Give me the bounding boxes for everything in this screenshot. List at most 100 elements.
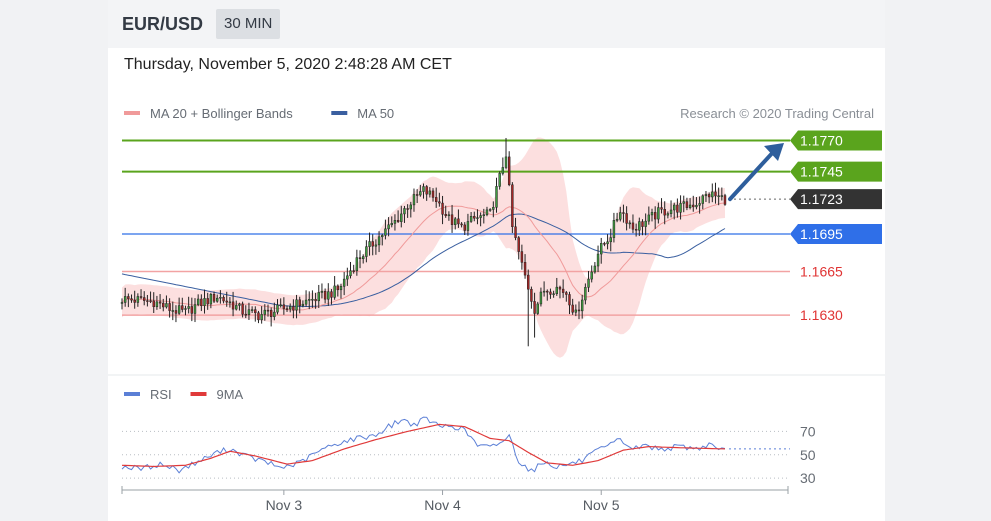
candle (266, 304, 270, 317)
candle (276, 299, 279, 315)
candle (200, 294, 203, 312)
candle (330, 289, 333, 305)
rsi-grid: 30 50 70 (122, 423, 816, 486)
research-credit: Research © 2020 Trading Central (680, 106, 874, 121)
candle (171, 301, 174, 321)
candle (339, 283, 343, 299)
candle (254, 306, 257, 322)
candle (628, 220, 631, 229)
candle (457, 209, 460, 228)
x-tick-label: Nov 5 (583, 497, 620, 513)
candle (323, 288, 327, 304)
candle (669, 200, 673, 218)
candle (184, 305, 187, 316)
candle (634, 223, 638, 237)
candle (238, 302, 241, 311)
bollinger-fill (122, 137, 725, 358)
candle (377, 231, 381, 253)
candle (552, 290, 555, 298)
candle (279, 298, 282, 308)
candle (533, 292, 536, 338)
interval-badge[interactable]: 30 MIN (216, 9, 281, 39)
candle (206, 292, 209, 310)
candle (479, 212, 482, 227)
candle (701, 194, 704, 210)
chart-header: EUR/USD 30 MIN (108, 0, 885, 48)
legend-label: MA 50 (357, 106, 394, 121)
ma50-line (121, 213, 726, 307)
candle (714, 182, 717, 204)
chart-card: EUR/USD 30 MIN Thursday, November 5, 202… (108, 0, 885, 521)
candle (638, 217, 641, 237)
candle (244, 305, 247, 319)
candle (374, 239, 378, 255)
candle (301, 300, 305, 308)
candle (285, 305, 289, 312)
candle (688, 198, 692, 210)
rsi-line (121, 416, 726, 474)
candle (241, 301, 244, 318)
candle (282, 297, 286, 315)
rsi-tick-label: 30 (800, 470, 816, 486)
candle (473, 211, 476, 222)
candle (412, 188, 416, 212)
candle (155, 295, 159, 310)
candle (415, 189, 419, 204)
candle (250, 306, 254, 313)
target-arrow (728, 142, 784, 202)
candle (355, 249, 359, 276)
candle (517, 236, 520, 260)
price-chart: MA 20 + Bollinger Bands MA 50 Research © … (108, 106, 885, 513)
candle (631, 214, 635, 234)
legend-label: RSI (150, 387, 172, 402)
candle (622, 204, 625, 223)
candle (349, 261, 352, 279)
candle (181, 297, 184, 313)
candle (314, 292, 317, 309)
candle (657, 202, 660, 224)
x-tick-label: Nov 3 (266, 497, 303, 513)
candle (619, 206, 622, 222)
candle (231, 291, 235, 317)
ma20-line (121, 202, 726, 311)
candle (162, 298, 165, 312)
candle (136, 293, 140, 307)
candle (139, 289, 143, 300)
candle (346, 267, 349, 286)
candle (365, 240, 368, 263)
candle (698, 196, 701, 214)
candle (603, 241, 606, 247)
candle (596, 245, 600, 273)
candle (685, 197, 689, 211)
candle (260, 306, 263, 324)
candle (216, 294, 219, 303)
candle (381, 233, 384, 246)
level-label: 1.1723 (800, 191, 843, 207)
candle (720, 187, 724, 201)
candle (257, 310, 260, 324)
candle (625, 206, 628, 231)
rsi-tick-label: 50 (800, 447, 816, 463)
candle (120, 298, 124, 310)
candle (542, 281, 546, 297)
candle (561, 279, 565, 298)
candle (673, 202, 676, 220)
symbol-title: EUR/USD (122, 14, 204, 34)
level-label: 1.1630 (800, 307, 843, 323)
timestamp: Thursday, November 5, 2020 2:48:28 AM CE… (124, 56, 452, 73)
rsi-legend: RSI 9MA (124, 387, 244, 402)
candle (469, 212, 473, 223)
candle (546, 289, 549, 301)
level-label: 1.1665 (800, 263, 843, 279)
candle (463, 222, 466, 235)
candle (336, 284, 340, 297)
candle (539, 287, 543, 307)
candle (514, 217, 517, 241)
candle (158, 294, 162, 309)
candle (593, 262, 597, 274)
candle (679, 195, 682, 220)
candle (196, 294, 200, 307)
candle (342, 272, 346, 296)
candle (644, 213, 647, 236)
price-legend: MA 20 + Bollinger Bands MA 50 (124, 106, 394, 121)
